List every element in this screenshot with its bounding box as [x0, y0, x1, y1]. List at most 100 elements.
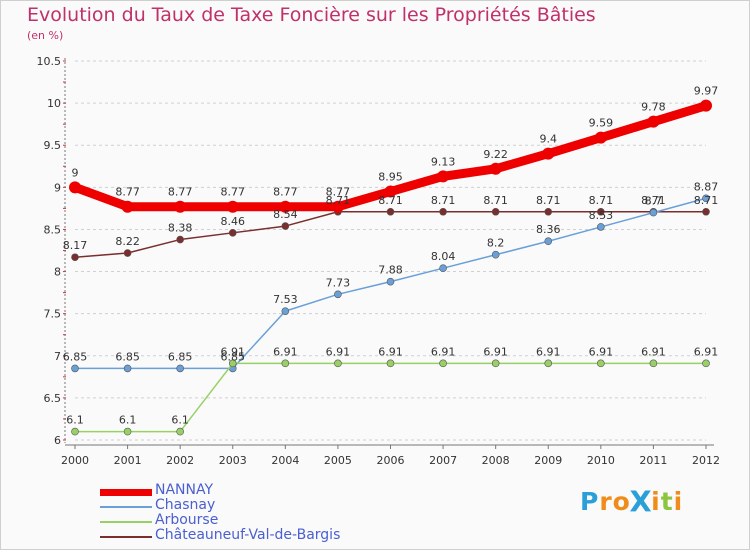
- y-tick-label: 6.5: [44, 392, 62, 405]
- data-point: [334, 290, 342, 299]
- y-tick-label: 10: [47, 97, 61, 110]
- data-point: [594, 131, 607, 144]
- data-label: 6.85: [168, 350, 193, 363]
- data-point: [281, 359, 290, 368]
- data-label: 6.1: [171, 414, 189, 427]
- x-tick-label: 2004: [271, 454, 299, 467]
- series-chasnay: [71, 194, 710, 373]
- data-label: 8.77: [326, 186, 351, 199]
- legend-label: Chasnay: [155, 497, 216, 513]
- data-label: 7.73: [326, 276, 351, 289]
- data-point: [386, 277, 395, 286]
- data-label: 7.53: [273, 293, 298, 306]
- chart-title: Evolution du Taux de Taxe Foncière sur l…: [27, 4, 596, 26]
- legend-swatch: [100, 488, 152, 496]
- data-point: [700, 99, 712, 112]
- y-tick-label: 9: [54, 181, 61, 194]
- legend-swatch: [100, 506, 152, 508]
- data-point: [439, 264, 447, 272]
- data-point: [71, 427, 79, 436]
- data-point: [702, 359, 710, 368]
- data-label: 6.91: [536, 345, 561, 358]
- data-label: 6.91: [483, 345, 508, 358]
- y-tick-label: 7: [54, 350, 61, 363]
- legend-label: Arbourse: [155, 512, 219, 528]
- data-label: 6.91: [694, 345, 719, 358]
- data-label: 8.17: [63, 239, 88, 252]
- data-label: 6.91: [641, 345, 666, 358]
- x-tick-label: 2007: [429, 454, 457, 467]
- y-tick-label: 7.5: [44, 308, 62, 321]
- data-label: 9.13: [431, 155, 456, 168]
- data-point: [544, 359, 553, 368]
- logo-letter: t: [660, 487, 674, 516]
- data-point: [386, 359, 395, 368]
- data-label: 8.71: [326, 194, 351, 207]
- data-point: [123, 249, 132, 257]
- data-point: [71, 253, 79, 262]
- data-label: 8.36: [536, 223, 561, 236]
- data-label: 9.97: [694, 85, 719, 98]
- legend-label: Châteauneuf-Val-de-Bargis: [155, 527, 341, 543]
- data-point: [597, 207, 605, 216]
- data-label: 8.71: [536, 194, 561, 207]
- data-label: 8.71: [378, 194, 403, 207]
- data-point: [647, 115, 660, 128]
- data-label: 8.04: [431, 250, 456, 263]
- data-label: 8.53: [589, 209, 614, 222]
- data-label: 6.91: [589, 345, 614, 358]
- x-tick-label: 2006: [377, 454, 405, 467]
- y-tick-label: 6: [54, 434, 61, 447]
- data-point: [69, 181, 81, 194]
- data-label: 8.77: [273, 186, 298, 199]
- y-tick-label: 8: [54, 266, 61, 279]
- logo-letter: o: [612, 487, 631, 516]
- data-label: 8.77: [221, 186, 246, 199]
- y-tick-label: 8.5: [44, 223, 62, 236]
- data-point: [544, 237, 553, 246]
- logo-letter: P: [580, 487, 600, 516]
- data-point: [176, 427, 184, 436]
- data-point: [542, 147, 555, 160]
- legend-swatch: [100, 536, 152, 538]
- data-point: [121, 200, 134, 213]
- data-label: 8.87: [694, 180, 719, 193]
- data-label: 8.71: [641, 194, 666, 207]
- series-arbourse: [71, 359, 710, 436]
- data-label: 8.54: [273, 208, 298, 221]
- data-point: [649, 208, 658, 217]
- data-point: [597, 223, 605, 231]
- data-label: 6.91: [273, 345, 298, 358]
- data-label: 8.22: [115, 235, 140, 248]
- data-point: [439, 207, 447, 216]
- data-label: 8.46: [221, 215, 246, 228]
- data-point: [281, 222, 290, 230]
- data-point: [597, 359, 605, 368]
- data-label: 9.59: [589, 117, 614, 130]
- data-label: 9.4: [540, 133, 558, 146]
- data-point: [491, 207, 500, 216]
- logo-letter: i: [651, 487, 661, 516]
- data-point: [331, 200, 344, 213]
- proxiti-logo: ProXiti: [580, 485, 683, 518]
- data-point: [386, 207, 395, 216]
- data-label: 6.85: [221, 350, 246, 363]
- data-point: [281, 307, 290, 315]
- data-point: [544, 207, 553, 216]
- legend-swatch: [100, 521, 152, 523]
- data-label: 8.38: [168, 222, 193, 235]
- data-point: [334, 359, 342, 368]
- data-point: [491, 250, 500, 259]
- unit-label: (en %): [27, 29, 64, 42]
- data-label: 6.1: [66, 414, 84, 427]
- series-layer: [69, 99, 712, 436]
- data-point: [279, 200, 292, 213]
- data-label: 8.71: [483, 194, 508, 207]
- x-tick-label: 2005: [324, 454, 352, 467]
- data-point: [123, 364, 132, 373]
- data-point: [489, 162, 502, 175]
- data-point: [384, 185, 397, 198]
- data-point: [123, 427, 132, 436]
